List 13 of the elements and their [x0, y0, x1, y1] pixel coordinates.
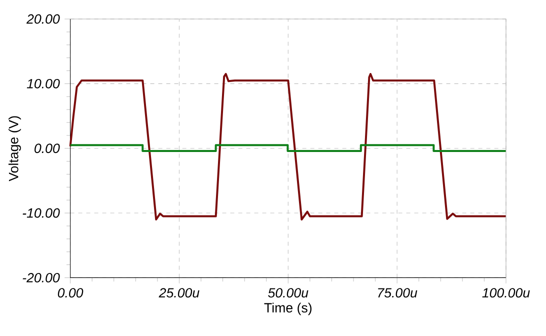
y-axis-title: Voltage (V) — [8, 116, 21, 182]
x-axis-title: Time (s) — [264, 302, 312, 316]
x-tick-label: 50.00u — [268, 288, 308, 298]
x-tick-label: 25.00u — [158, 288, 200, 298]
y-tick-label: -10.00 — [22, 208, 60, 218]
y-tick-label: -20.00 — [22, 272, 60, 282]
y-tick-label: 20.00 — [26, 14, 60, 24]
x-tick-label: 75.00u — [378, 288, 418, 298]
line-series — [69, 72, 507, 220]
x-tick-label: 0.00 — [58, 288, 84, 298]
x-tick-label: 100.00u — [482, 288, 530, 298]
y-tick-label: 0.00 — [34, 144, 60, 154]
y-tick-label: 10.00 — [26, 78, 60, 88]
